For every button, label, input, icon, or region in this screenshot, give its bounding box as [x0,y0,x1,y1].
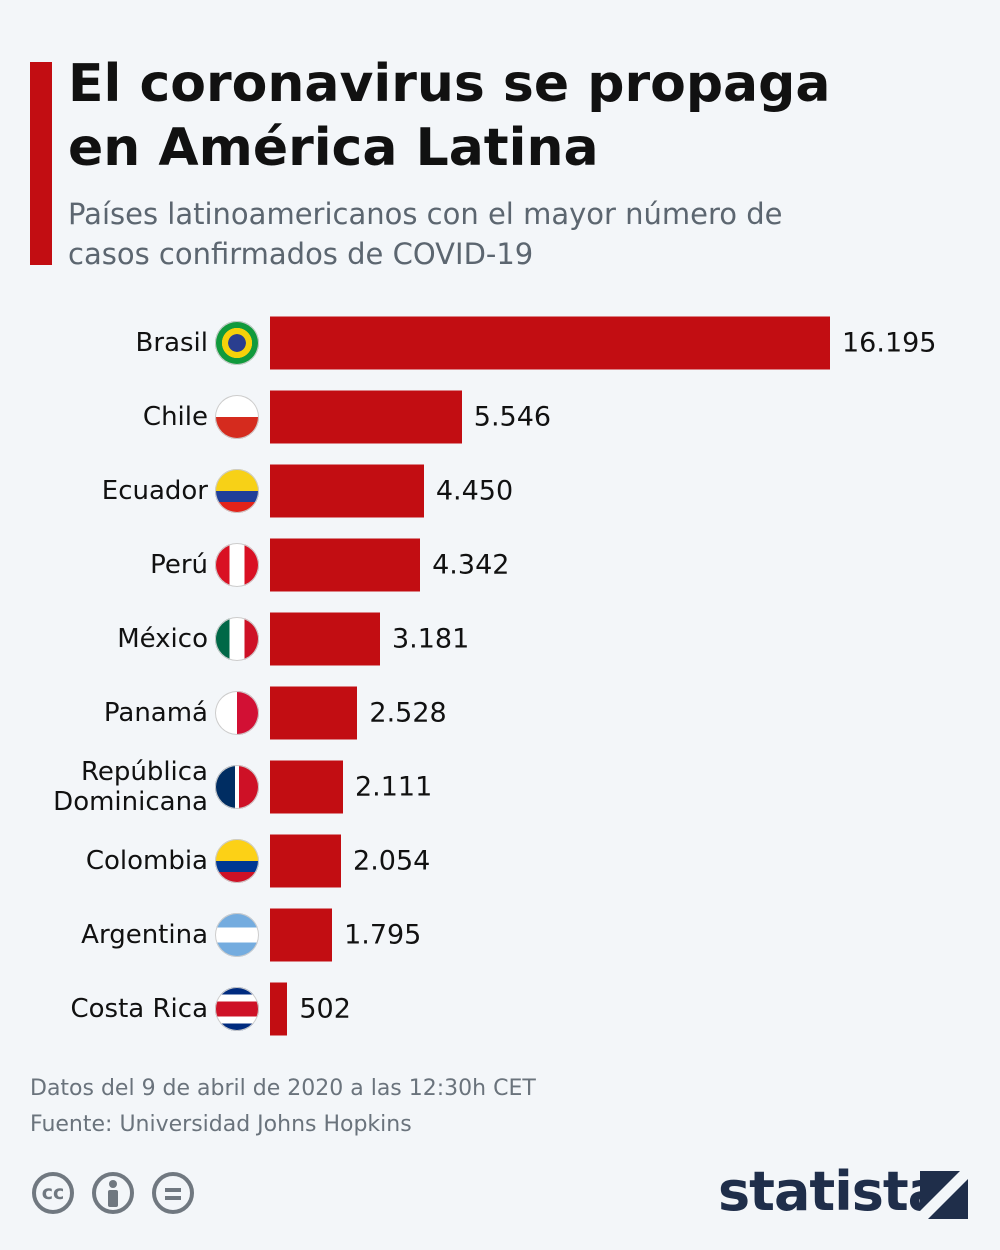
flag [215,839,259,883]
nd-icon [152,1172,194,1214]
category-label: Colombia [85,846,208,876]
value-label: 3.181 [391,623,470,655]
bar [270,538,421,592]
value-label: 1.795 [344,919,422,951]
bar [270,908,333,962]
flag [215,469,259,513]
flag [215,765,259,809]
flag [215,987,259,1031]
flag [215,395,259,439]
flag [215,617,259,661]
brand-logo [920,1171,968,1219]
bar [270,316,830,370]
value-label: 2.111 [354,771,433,803]
category-label: Perú [150,550,208,580]
value-label: 2.054 [353,845,431,877]
category-label: República Dominicana [53,757,208,817]
note: Datos del 9 de abril de 2020 a las 12:30… [30,1076,536,1101]
by-icon [92,1172,134,1214]
value-label: 2.528 [369,697,447,729]
bar [270,390,462,444]
flag [215,321,259,365]
bar [270,834,342,888]
bar [270,464,424,518]
title: El coronavirus se propaga en América Lat… [68,54,831,178]
accent-bar [30,62,52,265]
flag [215,543,259,587]
subtitle: Países latinoamericanos con el mayor núm… [68,197,783,271]
value-label: 16.195 [842,327,937,359]
value-label: 502 [299,993,351,1025]
value-label: 4.450 [435,475,514,507]
category-label: México [117,624,208,654]
bar [270,982,288,1036]
category-label: Argentina [81,920,208,950]
value-label: 5.546 [473,401,552,433]
source: Fuente: Universidad Johns Hopkins [30,1112,412,1137]
bar [270,686,358,740]
bar [270,612,380,666]
category-label: Ecuador [101,476,208,506]
flag [215,913,259,957]
category-label: Panamá [103,698,208,728]
category-label: Costa Rica [70,994,208,1024]
brand: statista [718,1160,944,1223]
category-label: Chile [142,402,208,432]
bar [270,760,343,814]
category-label: Brasil [135,328,208,358]
flag [215,691,259,735]
value-label: 4.342 [432,549,510,581]
cc-icon: cc [32,1172,74,1214]
